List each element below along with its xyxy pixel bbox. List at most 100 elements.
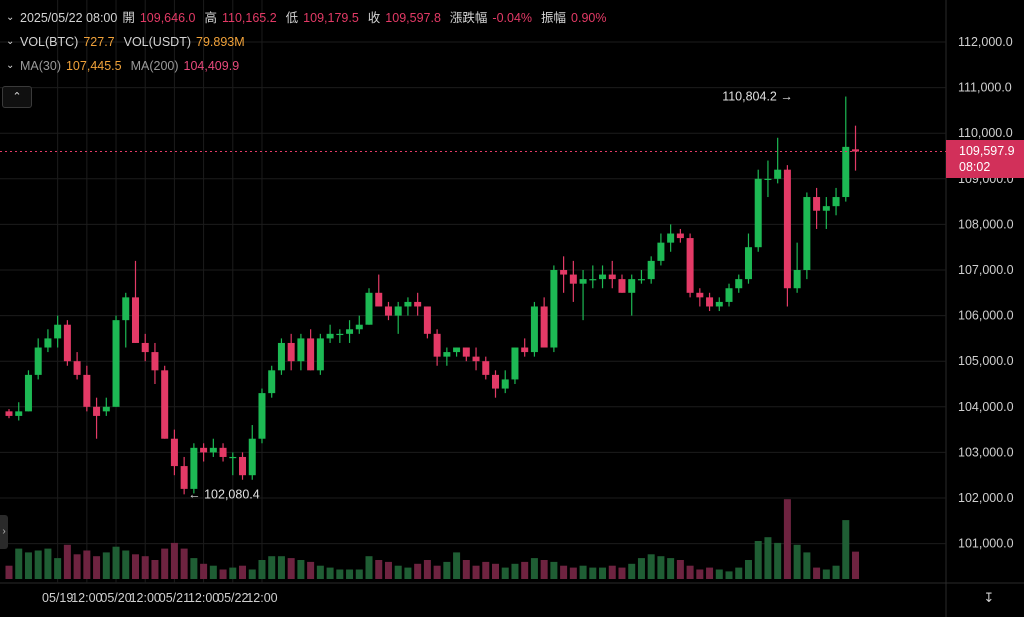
volume-bar — [842, 520, 850, 579]
candle-body — [608, 274, 616, 280]
volume-bar — [521, 561, 529, 579]
close-label: 收 — [367, 11, 381, 25]
candle-body — [725, 288, 733, 302]
volume-bar — [151, 560, 159, 579]
volume-bar — [190, 558, 198, 579]
candle-body — [569, 274, 577, 284]
volume-bar — [131, 554, 139, 579]
candle-body — [832, 197, 840, 207]
volume-bar — [122, 550, 130, 579]
y-tick-label: 111,000.0 — [958, 81, 1012, 95]
side-panel-toggle[interactable]: › — [0, 515, 8, 549]
ma30-label: MA(30) — [20, 59, 61, 73]
candle-body — [384, 306, 392, 316]
candle-body — [754, 178, 762, 248]
high-label: 高 — [204, 11, 217, 25]
candle-body — [618, 279, 626, 293]
volume-bar — [34, 550, 42, 579]
candle-body — [54, 324, 62, 339]
volume-bar — [375, 560, 383, 579]
chevron-up-icon: ⌃ — [12, 91, 22, 103]
candle-body — [530, 306, 538, 353]
candle-body — [102, 406, 110, 412]
volume-bar — [346, 569, 354, 579]
candle-body — [715, 301, 723, 307]
chart-overlays: 110,804.2 → ← 102,080.4 — [0, 90, 946, 501]
candle-body — [842, 146, 850, 198]
candle-countdown: 08:02 — [959, 160, 991, 174]
candle-body — [170, 438, 178, 467]
candle-body — [550, 270, 558, 348]
candle-body — [151, 352, 159, 371]
candle-body — [822, 206, 830, 211]
candle-body — [735, 279, 743, 289]
candle-body — [511, 347, 519, 380]
vol-usdt-value: 79.893M — [196, 35, 245, 49]
chevron-down-icon[interactable]: ⌄ — [6, 12, 15, 23]
volume-bar — [200, 563, 208, 579]
x-tick-label: 12:00 — [246, 591, 277, 605]
collapse-legend-button[interactable]: ⌃ — [2, 86, 32, 108]
chevron-down-icon[interactable]: ⌄ — [6, 36, 15, 47]
y-tick-label: 102,000.0 — [958, 491, 1014, 505]
volume-bar — [24, 552, 32, 579]
x-tick-label: 12:00 — [188, 591, 219, 605]
candle-body — [15, 411, 23, 416]
candle-body — [122, 297, 130, 321]
volume-bar — [316, 565, 324, 579]
x-tick-label: 05/20 — [100, 591, 131, 605]
y-tick-label: 108,000.0 — [958, 217, 1014, 231]
candle-body — [472, 356, 480, 362]
candle-body — [676, 233, 684, 239]
volume-bar — [744, 560, 752, 579]
close-value: 109,597.8 — [385, 11, 441, 25]
candle-body — [365, 292, 373, 325]
volume-bar — [209, 565, 217, 579]
volume-bar — [793, 544, 801, 579]
volume-bars — [5, 499, 860, 579]
legend-datetime: 2025/05/22 08:00 — [20, 11, 118, 25]
volume-bar — [277, 556, 285, 579]
candle-body — [141, 342, 149, 353]
candle-body — [579, 279, 587, 284]
candles — [5, 96, 860, 495]
vol-btc-label: VOL(BTC) — [20, 35, 79, 49]
candle-body — [277, 342, 285, 371]
price-axis[interactable]: 101,000.0 102,000.0 103,000.0 104,000.0 105,… — [958, 35, 1014, 551]
volume-bar — [852, 551, 860, 579]
candle-body — [83, 374, 91, 407]
low-label: 低 — [285, 11, 299, 25]
candle-body — [34, 347, 42, 375]
candle-body — [637, 279, 645, 281]
volume-bar — [248, 569, 256, 579]
volume-bar — [589, 567, 597, 579]
candle-body — [423, 306, 431, 334]
volume-bar — [608, 565, 616, 579]
volume-bar — [715, 569, 723, 579]
volume-bar — [141, 556, 149, 579]
fit-axis-button[interactable]: ↧ — [978, 588, 1000, 608]
ma-legend: ⌄ MA(30) 107,445.5 MA(200) 104,409.9 — [6, 58, 248, 74]
current-price-tag: 109,597.9 08:02 — [946, 140, 1024, 178]
candle-body — [453, 347, 461, 353]
volume-bar — [180, 548, 188, 579]
candle-body — [443, 352, 451, 357]
volume-bar — [258, 560, 266, 579]
candle-body — [394, 306, 402, 316]
volume-bar — [326, 567, 334, 579]
volume-bar — [657, 556, 665, 579]
volume-bar — [667, 558, 675, 579]
candle-body — [346, 329, 354, 334]
y-tick-label: 112,000.0 — [958, 35, 1013, 49]
volume-bar — [774, 542, 782, 579]
candle-body — [492, 374, 499, 389]
candle-body — [375, 292, 383, 307]
chevron-down-icon[interactable]: ⌄ — [6, 60, 15, 71]
candle-body — [540, 306, 548, 348]
candle-body — [647, 260, 655, 280]
candle-body — [44, 338, 52, 348]
x-tick-label: 12:00 — [130, 591, 161, 605]
y-tick-label: 110,000.0 — [958, 126, 1013, 140]
